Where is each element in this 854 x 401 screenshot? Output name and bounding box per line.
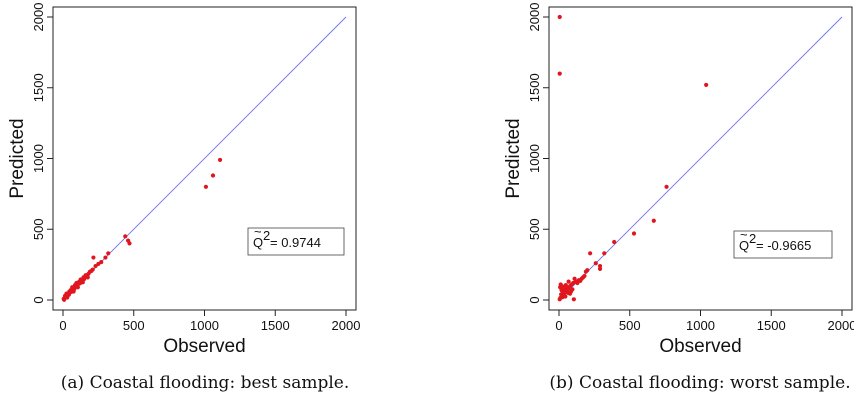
scatter-point [80, 280, 85, 285]
y-tick-label: 0 [31, 296, 46, 303]
scatter-point [123, 234, 128, 239]
scatter-point [704, 82, 709, 88]
scatter-point [580, 275, 586, 280]
x-axis-label: Observed [659, 336, 741, 357]
chart-panel-b: 0 500 1000 1500 2000 0 500 1000 1500 2000 Observ… [503, 3, 854, 393]
chart-panel-a: 0 500 1000 1500 2000 0 500 1000 1500 2000 Observ… [7, 3, 360, 393]
scatter-point [103, 255, 108, 260]
figure-caption-b: (b) Coastal flooding: worst sample. [549, 373, 850, 393]
scatter-point [563, 294, 568, 299]
y-tick-label: 0 [527, 296, 542, 303]
y-tick-label: 1500 [527, 73, 542, 102]
x-tick-label: 0 [59, 318, 66, 333]
scatter-point [127, 241, 132, 246]
scatter-point [593, 261, 598, 266]
scatter-point [583, 269, 588, 274]
q2-annotation-box: Q ~ 2 = -0.9665 [733, 227, 833, 259]
y-tick-label: 1000 [31, 144, 46, 173]
scatter-point [578, 278, 583, 283]
y-axis-ticks: 0 500 1000 1500 2000 [527, 3, 549, 304]
scatter-point [566, 279, 571, 284]
scatter-point [85, 275, 90, 280]
x-tick-label: 2000 [828, 318, 854, 333]
x-tick-label: 1500 [757, 318, 786, 333]
q2-value: = -0.9665 [756, 238, 811, 253]
scatter-points [61, 157, 223, 302]
y-tick-label: 500 [527, 218, 542, 240]
scatter-point [203, 184, 209, 189]
scatter-point [664, 184, 669, 189]
figure-caption-a: (a) Coastal flooding: best sample. [61, 373, 349, 393]
q2-annotation-box: Q ~ 2 = 0.9744 [247, 224, 345, 256]
scatter-point [87, 269, 92, 274]
q2-symbol: Q [253, 235, 263, 250]
q2-symbol: Q [739, 238, 749, 253]
scatter-point [210, 173, 216, 178]
x-axis-label: Observed [163, 336, 245, 357]
scatter-point [588, 251, 593, 256]
scatter-point [567, 291, 573, 296]
x-tick-label: 500 [123, 318, 145, 333]
scatter-point [557, 71, 562, 76]
q2-superscript: 2 [263, 228, 270, 243]
y-axis-label: Predicted [503, 118, 524, 198]
scatter-point [65, 295, 70, 300]
x-tick-label: 1000 [190, 318, 219, 333]
y-tick-label: 500 [31, 218, 46, 240]
x-axis-ticks: 0 500 1000 1500 2000 [59, 310, 360, 333]
q2-tilde: ~ [254, 224, 262, 239]
q2-superscript: 2 [749, 231, 756, 246]
scatter-point [572, 276, 577, 281]
scatter-point [612, 239, 617, 245]
scatter-point [99, 259, 104, 265]
x-tick-label: 2000 [332, 318, 361, 333]
y-axis-ticks: 0 500 1000 1500 2000 [31, 3, 53, 304]
scatter-point [631, 231, 637, 236]
y-tick-label: 1000 [527, 144, 542, 173]
scatter-point [217, 157, 223, 163]
scatter-point [62, 297, 67, 302]
x-tick-label: 1000 [686, 318, 715, 333]
y-tick-label: 2000 [31, 3, 46, 32]
scatter-point [91, 255, 96, 260]
scatter-point [570, 287, 575, 292]
scatter-point [602, 251, 607, 256]
scatter-point [75, 285, 80, 290]
q2-value: = 0.9744 [270, 235, 321, 250]
scatter-point [571, 297, 576, 302]
scatter-point [597, 266, 603, 271]
scatter-point [651, 218, 656, 223]
q2-tilde: ~ [740, 227, 748, 242]
y-axis-label: Predicted [7, 118, 28, 198]
scatter-point [106, 251, 111, 256]
scatter-point [563, 283, 568, 288]
scatter-point [557, 14, 562, 20]
x-tick-label: 1500 [261, 318, 290, 333]
y-tick-label: 2000 [527, 3, 542, 32]
scatter-point [71, 289, 76, 294]
x-axis-ticks: 0 500 1000 1500 2000 [555, 310, 854, 333]
x-tick-label: 0 [555, 318, 562, 333]
scatter-points [557, 14, 709, 302]
x-tick-label: 500 [619, 318, 641, 333]
y-tick-label: 1500 [31, 73, 46, 102]
